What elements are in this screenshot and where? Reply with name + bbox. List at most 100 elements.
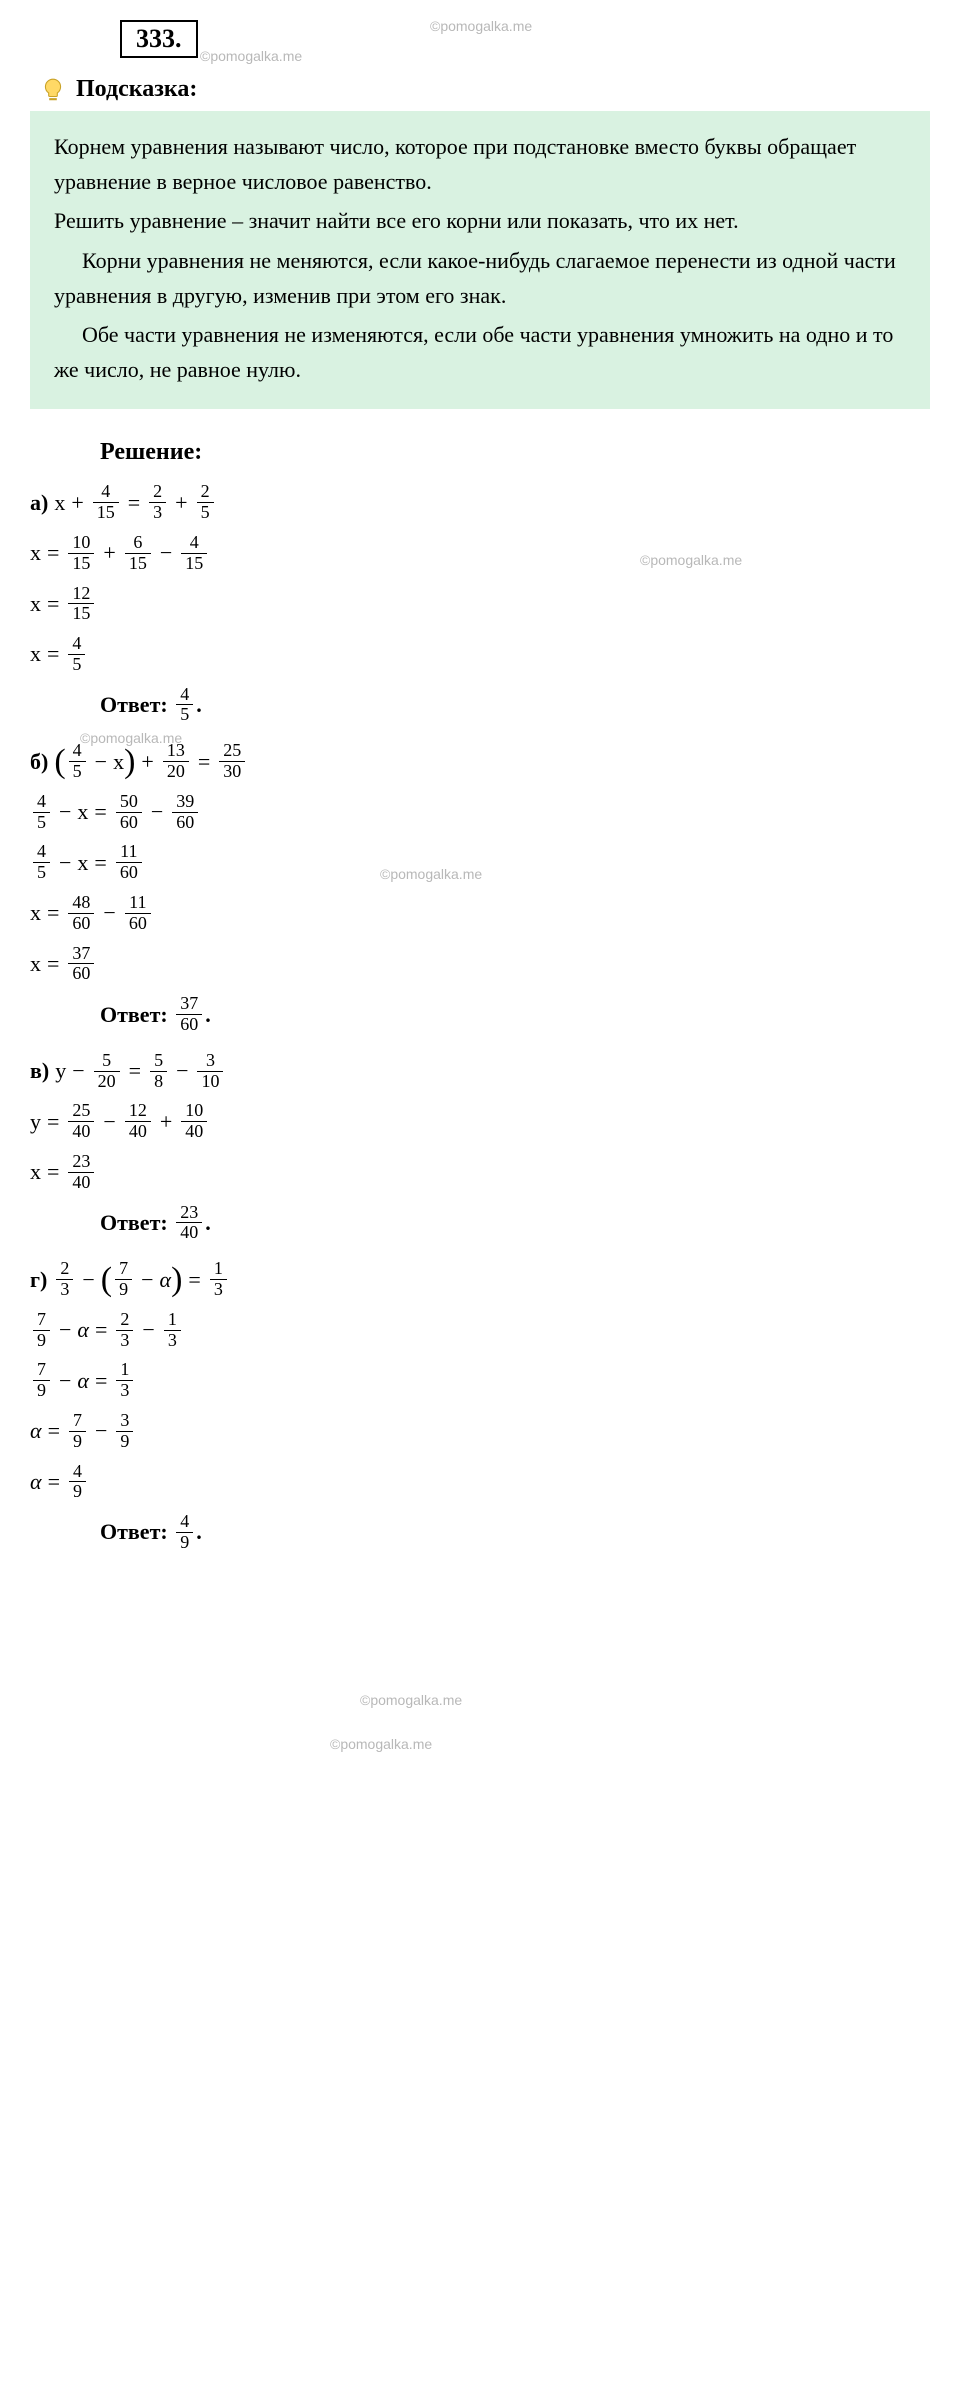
eq: = [47, 540, 59, 566]
eq-v-3: x = 2340 [30, 1152, 930, 1193]
op: − [160, 540, 172, 566]
frac: 1160 [125, 893, 151, 934]
op: + [71, 490, 83, 516]
frac: 2340 [176, 1203, 202, 1244]
op: − [72, 1058, 84, 1084]
frac: 25 [197, 482, 214, 523]
eq: = [94, 799, 106, 825]
frac: 23 [116, 1310, 133, 1351]
var: α [77, 1368, 89, 1394]
watermark: ©pomogalka.me [640, 552, 742, 568]
frac: 45 [69, 741, 86, 782]
label-v: в) [30, 1058, 49, 1084]
eq: = [48, 1469, 60, 1495]
op: − [59, 1368, 71, 1394]
op: − [103, 900, 115, 926]
label-b: б) [30, 749, 48, 775]
frac: 23 [56, 1259, 73, 1300]
op: − [59, 850, 71, 876]
hint-title: Подсказка: [76, 76, 197, 103]
hint-p4: Обе части уравнения не изменяются, если … [54, 317, 906, 387]
eq-g-5: α = 49 [30, 1462, 930, 1503]
var: x [77, 799, 88, 825]
frac: 13 [164, 1310, 181, 1351]
frac: 1015 [68, 533, 94, 574]
frac: 1215 [68, 584, 94, 625]
solution-title: Решение: [100, 439, 930, 466]
watermark: ©pomogalka.me [80, 730, 182, 746]
var: x [30, 900, 41, 926]
eq-g-1: г) 23 − ( 79 − α ) = 13 [30, 1259, 930, 1300]
op: − [176, 1058, 188, 1084]
eq: = [95, 1368, 107, 1394]
watermark: ©pomogalka.me [380, 866, 482, 882]
watermark: ©pomogalka.me [360, 1692, 462, 1708]
frac: 45 [33, 792, 50, 833]
answer-a: Ответ: 45. [100, 685, 930, 726]
frac: 39 [116, 1411, 133, 1452]
frac: 49 [69, 1462, 86, 1503]
frac: 2540 [68, 1101, 94, 1142]
rparen: ) [124, 748, 135, 775]
label-g: г) [30, 1267, 47, 1293]
op: − [59, 799, 71, 825]
hint-p1: Корнем уравнения называют число, которое… [54, 129, 906, 199]
frac: 4860 [68, 893, 94, 934]
frac: 45 [33, 842, 50, 883]
frac: 23 [149, 482, 166, 523]
frac: 13 [210, 1259, 227, 1300]
var: α [77, 1317, 89, 1343]
eq-a-3: x = 1215 [30, 584, 930, 625]
answer-g: Ответ: 49. [100, 1512, 930, 1553]
op: − [59, 1317, 71, 1343]
hint-header: Подсказка: [30, 68, 930, 111]
var: x [113, 749, 124, 775]
var: x [77, 850, 88, 876]
frac: 79 [69, 1411, 86, 1452]
eq-a-4: x = 45 [30, 634, 930, 675]
eq: = [95, 1317, 107, 1343]
frac: 2340 [68, 1152, 94, 1193]
eq: = [198, 749, 210, 775]
eq: = [188, 1267, 200, 1293]
op: + [175, 490, 187, 516]
answer-label: Ответ: [100, 1519, 168, 1545]
page-container: 333. Подсказка: Корнем уравнения называю… [0, 0, 960, 1581]
frac: 3960 [172, 792, 198, 833]
var: x [30, 540, 41, 566]
op: − [142, 1317, 154, 1343]
var: x [30, 641, 41, 667]
var: α [30, 1418, 42, 1444]
watermark: ©pomogalka.me [430, 18, 532, 34]
op: + [103, 540, 115, 566]
frac: 310 [197, 1051, 223, 1092]
answer-b: Ответ: 3760. [100, 994, 930, 1035]
answer-v: Ответ: 2340. [100, 1203, 930, 1244]
frac: 2530 [219, 741, 245, 782]
frac: 1040 [181, 1101, 207, 1142]
task-number: 333. [120, 20, 198, 58]
eq: = [47, 1109, 59, 1135]
var: x [30, 951, 41, 977]
frac: 3760 [176, 994, 202, 1035]
eq: = [129, 1058, 141, 1084]
eq-b-4: x = 4860 − 1160 [30, 893, 930, 934]
watermark: ©pomogalka.me [200, 48, 302, 64]
frac: 1320 [163, 741, 189, 782]
eq-b-2: 45 − x = 5060 − 3960 [30, 792, 930, 833]
var: y [30, 1109, 41, 1135]
eq: = [47, 900, 59, 926]
op: − [141, 1267, 153, 1293]
frac: 45 [68, 634, 85, 675]
frac: 5060 [116, 792, 142, 833]
frac: 45 [176, 685, 193, 726]
op: − [95, 1418, 107, 1444]
answer-label: Ответ: [100, 1210, 168, 1236]
eq: = [47, 591, 59, 617]
frac: 615 [125, 533, 151, 574]
eq: = [48, 1418, 60, 1444]
eq-v-1: в) y − 520 = 58 − 310 [30, 1051, 930, 1092]
frac: 79 [33, 1360, 50, 1401]
frac: 49 [176, 1512, 193, 1553]
eq-b-1: б) ( 45 − x ) + 1320 = 2530 [30, 741, 930, 782]
